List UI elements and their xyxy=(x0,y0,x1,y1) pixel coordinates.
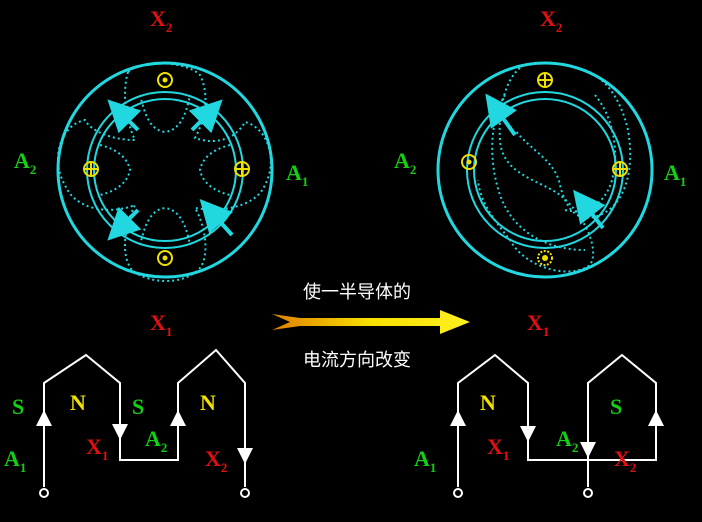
right-machine xyxy=(436,61,654,279)
right-conductor-bottom xyxy=(537,250,553,266)
right-label-x1: X1 xyxy=(527,310,550,339)
left-flux-arrow-bl xyxy=(107,206,142,241)
right-label-a2: A2 xyxy=(394,148,417,177)
left-rotor-outer xyxy=(86,91,244,249)
left-conductor-right xyxy=(234,161,250,177)
right-stator-ring xyxy=(436,61,654,279)
right-flux-arrow-tl xyxy=(485,93,517,137)
left-flux-arrows xyxy=(107,99,234,241)
transition-arrow xyxy=(272,310,470,334)
left-conductor-top xyxy=(157,72,173,88)
left-rotor-inner xyxy=(93,98,237,242)
left-flux-arrow-br xyxy=(199,199,234,237)
right-conductor-top xyxy=(537,72,553,88)
left-conductor-left xyxy=(83,161,99,177)
right-flux-lines xyxy=(477,67,632,273)
left-winding-s1: S xyxy=(12,394,25,419)
left-stator-ring xyxy=(56,61,274,279)
right-winding-x1: X1 xyxy=(487,434,510,463)
left-flux-arrow-tr xyxy=(188,99,223,134)
left-conductor-bottom xyxy=(157,250,173,266)
left-winding-x1: X1 xyxy=(86,434,109,463)
left-winding-s2: S xyxy=(132,394,145,419)
right-winding-a2: A2 xyxy=(556,426,579,455)
right-winding-s1: S xyxy=(610,394,623,419)
left-machine xyxy=(56,61,274,282)
right-winding-n1: N xyxy=(480,390,496,415)
left-winding-x2: X2 xyxy=(205,446,228,475)
right-winding-x2: X2 xyxy=(614,446,637,475)
right-flux-arrow-br xyxy=(573,189,606,230)
right-conductor-right xyxy=(612,161,628,177)
right-conductor-left xyxy=(461,154,477,170)
right-label-a1: A1 xyxy=(664,160,687,189)
right-winding-a1: A1 xyxy=(414,446,437,475)
left-winding-a1: A1 xyxy=(4,446,27,475)
right-winding xyxy=(450,353,664,498)
right-label-x2: X2 xyxy=(540,6,563,35)
left-label-x1: X1 xyxy=(150,310,173,339)
left-flux-arrow-tl xyxy=(107,99,142,134)
left-winding-a2: A2 xyxy=(145,426,168,455)
caption-line-1: 使一半导体的 xyxy=(303,282,411,303)
caption-line-2: 电流方向改变 xyxy=(303,350,411,371)
left-label-a1: A1 xyxy=(286,160,309,189)
left-winding-n1: N xyxy=(70,390,86,415)
left-label-a2: A2 xyxy=(14,148,37,177)
right-flux-arrows xyxy=(485,93,606,230)
left-winding xyxy=(36,348,253,498)
left-flux-lines xyxy=(56,62,272,282)
left-label-x2: X2 xyxy=(150,6,173,35)
left-winding-n2: N xyxy=(200,390,216,415)
